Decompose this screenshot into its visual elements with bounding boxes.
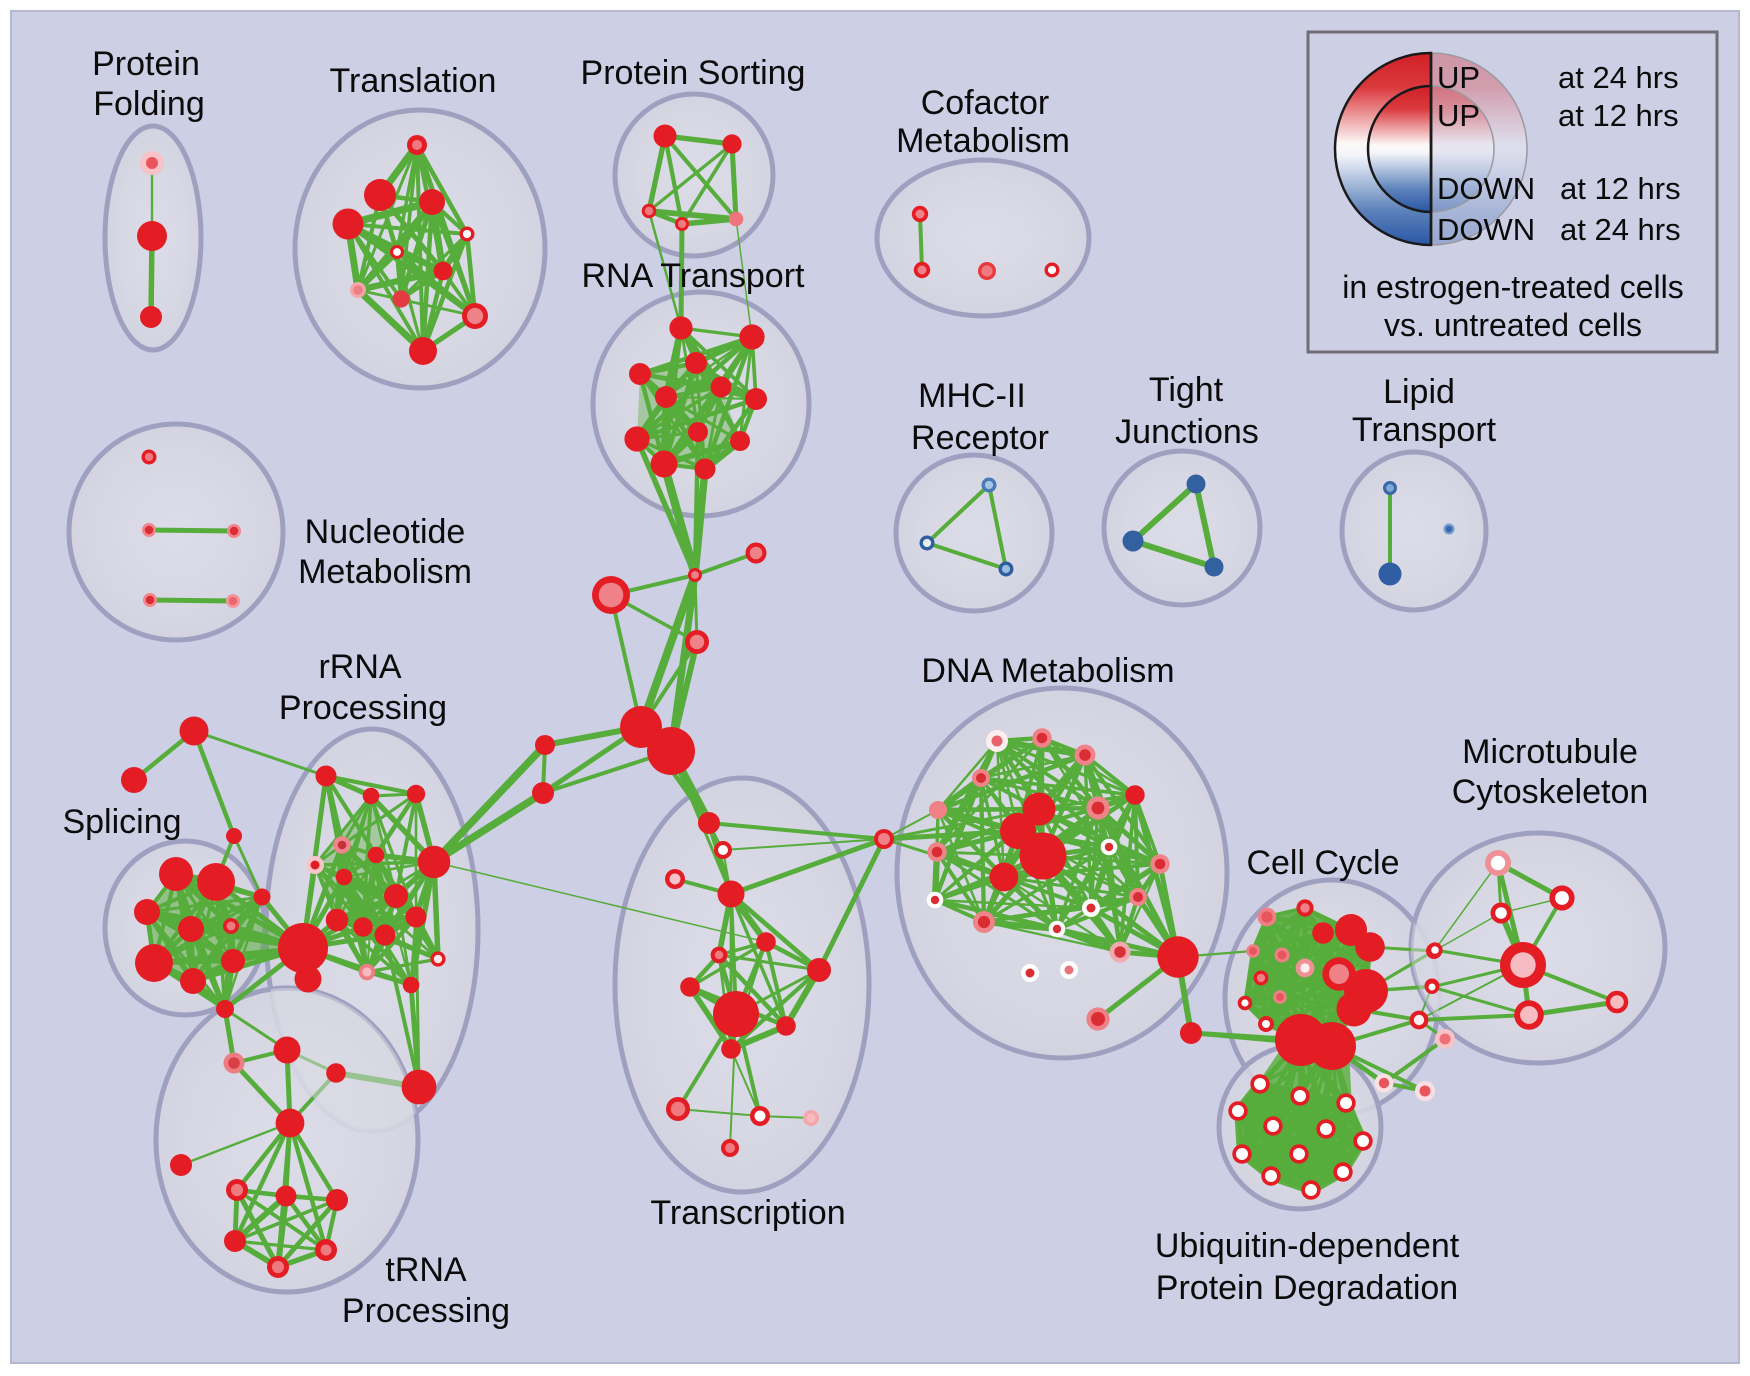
svg-text:UP: UP — [1437, 60, 1480, 95]
svg-text:Translation: Translation — [330, 62, 497, 100]
svg-text:at 24 hrs: at 24 hrs — [1560, 212, 1681, 247]
svg-text:Protein Degradation: Protein Degradation — [1156, 1269, 1458, 1307]
svg-text:UP: UP — [1437, 98, 1480, 133]
svg-text:RNA Transport: RNA Transport — [582, 257, 806, 295]
svg-text:Metabolism: Metabolism — [298, 553, 472, 591]
svg-text:Cell Cycle: Cell Cycle — [1246, 844, 1399, 882]
svg-text:Splicing: Splicing — [62, 803, 181, 841]
svg-text:Nucleotide: Nucleotide — [305, 513, 466, 551]
svg-text:Metabolism: Metabolism — [896, 122, 1070, 160]
svg-text:Processing: Processing — [279, 689, 447, 727]
svg-text:DOWN: DOWN — [1437, 171, 1535, 206]
svg-text:DOWN: DOWN — [1437, 212, 1535, 247]
svg-text:Junctions: Junctions — [1115, 413, 1259, 451]
svg-text:rRNA: rRNA — [318, 648, 401, 686]
svg-text:at 12 hrs: at 12 hrs — [1558, 98, 1679, 133]
svg-text:Transport: Transport — [1352, 411, 1497, 449]
svg-text:tRNA: tRNA — [385, 1251, 467, 1289]
svg-text:Tight: Tight — [1149, 371, 1224, 409]
svg-text:vs. untreated cells: vs. untreated cells — [1384, 307, 1642, 343]
svg-text:Protein: Protein — [92, 45, 200, 83]
svg-text:Processing: Processing — [342, 1292, 510, 1330]
svg-text:Transcription: Transcription — [650, 1194, 845, 1232]
svg-text:Microtubule: Microtubule — [1462, 733, 1638, 771]
svg-text:Receptor: Receptor — [911, 419, 1049, 457]
svg-text:Ubiquitin-dependent: Ubiquitin-dependent — [1155, 1227, 1460, 1265]
svg-text:Cofactor: Cofactor — [921, 84, 1050, 122]
svg-text:Folding: Folding — [93, 85, 205, 123]
svg-text:Lipid: Lipid — [1383, 373, 1455, 411]
svg-text:Protein Sorting: Protein Sorting — [581, 54, 806, 92]
svg-text:Cytoskeleton: Cytoskeleton — [1452, 773, 1649, 811]
svg-text:at 12 hrs: at 12 hrs — [1560, 171, 1681, 206]
svg-text:DNA Metabolism: DNA Metabolism — [921, 652, 1174, 690]
svg-text:at 24 hrs: at 24 hrs — [1558, 60, 1679, 95]
svg-text:MHC-II: MHC-II — [918, 377, 1026, 415]
svg-text:in estrogen-treated cells: in estrogen-treated cells — [1342, 269, 1684, 305]
